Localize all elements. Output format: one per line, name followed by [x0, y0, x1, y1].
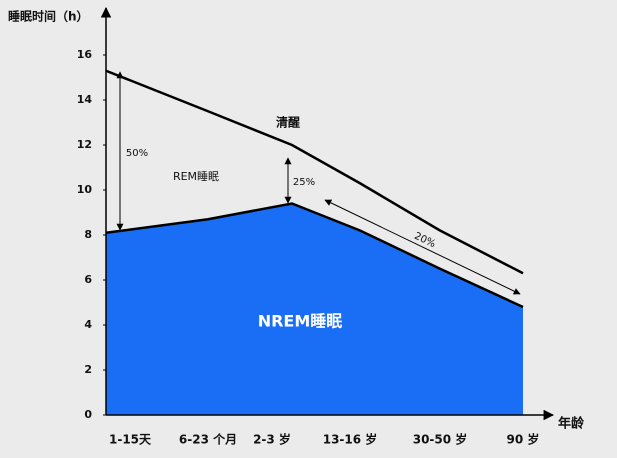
annotation: 清醒	[276, 115, 300, 130]
y-tick-label: 16	[77, 48, 93, 61]
y-tick-label: 8	[84, 228, 92, 241]
x-tick-label: 90 岁	[507, 432, 540, 447]
x-tick-label: 1-15天	[109, 433, 152, 447]
y-tick-label: 14	[77, 93, 93, 106]
x-tick-label: 13-16 岁	[323, 432, 378, 447]
annotation: 50%	[126, 148, 148, 159]
y-tick-label: 0	[84, 408, 92, 421]
y-tick-label: 4	[84, 318, 92, 331]
y-tick-label: 12	[77, 138, 92, 151]
y-axis-title: 睡眠时间（h）	[8, 9, 89, 24]
annotation: 25%	[293, 177, 315, 188]
x-axis-title: 年龄	[558, 416, 585, 432]
x-tick-label: 6-23 个月	[179, 432, 237, 447]
annotation: REM睡眠	[173, 170, 219, 183]
area	[106, 203, 523, 415]
x-tick-label: 30-50 岁	[413, 432, 468, 447]
x-tick-label: 2-3 岁	[253, 432, 291, 447]
y-tick-label: 6	[84, 273, 92, 286]
arrow	[324, 199, 521, 295]
y-tick-label: 2	[84, 363, 92, 376]
y-tick-label: 10	[77, 183, 93, 196]
annotation: NREM睡眠	[258, 312, 343, 331]
